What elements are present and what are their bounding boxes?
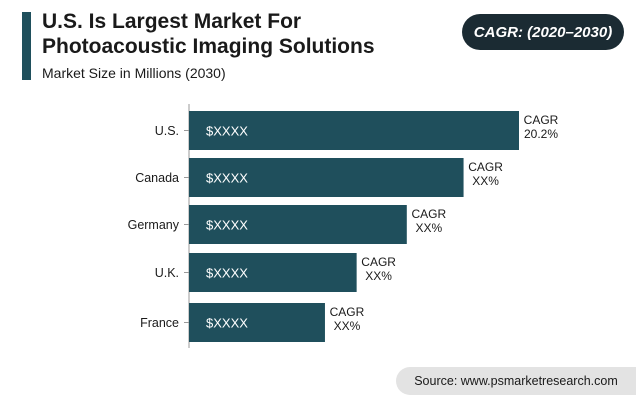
cagr-value: XX%	[415, 221, 442, 235]
chart-title: U.S. Is Largest Market For Photoacoustic…	[42, 9, 462, 59]
cagr-value: 20.2%	[524, 127, 558, 141]
source-note: Source: www.psmarketresearch.com	[396, 367, 636, 395]
bar	[189, 111, 519, 150]
category-label: U.S.	[155, 124, 179, 138]
cagr-label: CAGR	[361, 255, 396, 269]
category-label: France	[140, 316, 179, 330]
category-label: Canada	[135, 171, 179, 185]
cagr-value: XX%	[472, 174, 499, 188]
cagr-label: CAGR	[524, 113, 559, 127]
bar	[189, 303, 325, 342]
bar-value-label: $XXXX	[206, 316, 248, 331]
cagr-label: CAGR	[411, 207, 446, 221]
bar	[189, 205, 407, 244]
cagr-value: XX%	[334, 319, 361, 333]
category-label: U.K.	[155, 266, 179, 280]
chart-title-line-2: Photoacoustic Imaging Solutions	[42, 35, 375, 58]
cagr-value: XX%	[365, 269, 392, 283]
bar-value-label: $XXXX	[206, 124, 248, 139]
chart-subtitle: Market Size in Millions (2030)	[42, 65, 226, 81]
chart-title-line-1: U.S. Is Largest Market For	[42, 10, 302, 33]
bar-value-label: $XXXX	[206, 218, 248, 233]
bar	[189, 158, 464, 197]
category-label: Germany	[128, 218, 180, 232]
bar-value-label: $XXXX	[206, 266, 248, 281]
cagr-label: CAGR	[468, 160, 503, 174]
bar	[189, 253, 357, 292]
title-accent-bar	[22, 12, 31, 80]
bar-value-label: $XXXX	[206, 171, 248, 186]
cagr-label: CAGR	[330, 305, 365, 319]
cagr-period-badge: CAGR: (2020–2030)	[462, 14, 624, 50]
